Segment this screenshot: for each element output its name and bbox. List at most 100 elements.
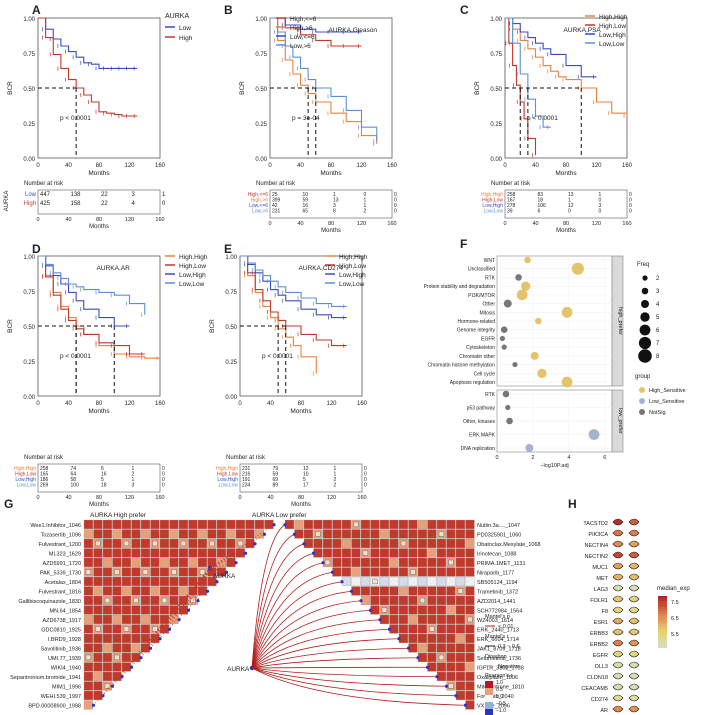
heat-cell <box>207 557 217 568</box>
y-tick-label: 0.75 <box>255 52 267 58</box>
violin-TACSTD2 <box>628 518 640 526</box>
heat-cell <box>436 519 447 530</box>
heat-cell <box>398 576 409 587</box>
legend-title: AURKA,Gleason <box>329 27 378 34</box>
legend-title: AURKA,PSA <box>564 27 602 34</box>
heat-cell <box>216 519 227 530</box>
heat-cell <box>455 595 466 606</box>
heat-cell <box>102 529 113 539</box>
p-value: p < 0.0001 <box>60 353 91 360</box>
km-panel-C: C0.000.250.500.751.000 40 80 120 160BCRMonth… <box>460 3 633 234</box>
heat-cell <box>417 529 428 539</box>
mantel-link <box>102 567 211 696</box>
diag-node <box>234 561 238 565</box>
violin-CEACAM5 <box>612 683 624 691</box>
x-tick-label: 80 <box>96 163 103 169</box>
freq-legend-label: 4 <box>656 302 660 308</box>
colorbar-seg <box>485 695 493 702</box>
risk-value: 191 <box>242 477 251 483</box>
left-drug-label: Fulvestrant_1200 <box>39 542 82 548</box>
heat-cell <box>102 671 113 682</box>
risk-row-label: Low,High <box>482 203 503 209</box>
heat-cell <box>93 519 103 530</box>
heat-cell <box>102 538 113 549</box>
heat-cell <box>446 624 456 634</box>
heat-cell <box>436 595 447 606</box>
mantel-link <box>251 533 295 669</box>
heat-cell <box>322 548 333 558</box>
dot-RTK <box>502 390 510 398</box>
heat-cell <box>169 529 179 539</box>
right-drug-label: VX.11e_2096 <box>477 704 510 710</box>
plot-frame <box>37 255 161 397</box>
colorbar-seg <box>658 609 667 612</box>
heat-cell <box>150 586 160 596</box>
heat-cell <box>351 529 361 539</box>
heat-inner <box>457 588 464 594</box>
risk-table-frame <box>37 463 161 493</box>
heat-inner <box>315 531 321 537</box>
heat-cell <box>408 548 418 558</box>
diag-node <box>321 561 325 565</box>
colorbar-seg <box>658 622 667 625</box>
heat-cell <box>417 633 428 644</box>
risk-x-tick: 120 <box>125 217 134 223</box>
heat-cell <box>150 576 160 587</box>
heat-cell <box>226 529 236 539</box>
gene-label: TACSTD2 <box>583 521 608 527</box>
heat-inner <box>152 540 158 547</box>
mantel-link <box>251 524 286 669</box>
risk-value: 138 <box>71 192 82 198</box>
right-drug-label: Trametinib_1372 <box>477 590 518 596</box>
heat-cell <box>169 538 179 549</box>
legend-label: Low <box>179 25 191 32</box>
colorbar-seg <box>658 614 667 617</box>
heat-cell <box>140 519 151 530</box>
risk-value: 58 <box>71 477 77 483</box>
heat-cell <box>178 529 189 539</box>
colorbar-seg <box>658 637 667 641</box>
heat-cell <box>169 586 179 596</box>
colorbar-seg <box>658 645 667 649</box>
category-label: Other <box>482 302 495 308</box>
heat-cell <box>370 529 380 539</box>
heat-cell <box>169 557 179 568</box>
risk-value: 25 <box>272 192 278 198</box>
heat-cell <box>379 586 390 596</box>
survival-curve-High <box>38 17 138 117</box>
risk-x-label: Months <box>89 502 109 508</box>
heat-cell <box>427 538 437 549</box>
diag-node <box>243 551 248 555</box>
heat-cell <box>140 576 151 587</box>
right-drug-label: PRIMA.1MET_1131 <box>477 561 526 567</box>
risk-value: 269 <box>40 483 49 489</box>
heat-cell <box>207 519 217 530</box>
heat-cell <box>102 557 113 568</box>
risk-value: 16 <box>303 203 309 209</box>
heat-cell <box>455 576 466 587</box>
heat-cell <box>83 548 94 558</box>
heat-cell <box>197 576 208 587</box>
heat-cell <box>93 548 103 558</box>
category-label: Protein stability and degradation <box>424 284 496 290</box>
legend-label: High,>6 <box>290 25 313 32</box>
heat-cell <box>379 557 390 568</box>
legend-title: AURKA,AR <box>97 265 131 272</box>
category-label: Apoptosis regulation <box>450 380 496 386</box>
heat-cell <box>83 700 94 710</box>
heat-cell <box>169 595 179 606</box>
category-label: Hormone-related <box>457 319 495 325</box>
heat-cell <box>93 614 103 625</box>
diag-node <box>148 646 153 650</box>
mantel-link <box>251 571 333 669</box>
diag-node <box>359 599 363 603</box>
heat-cell <box>131 624 141 634</box>
heat-cell <box>455 614 466 625</box>
risk-x-tick: 40 <box>532 221 538 227</box>
heat-cell <box>178 586 189 596</box>
heat-cell <box>140 529 151 539</box>
heat-inner <box>85 569 92 575</box>
heat-cell <box>159 529 170 539</box>
heat-inner <box>448 683 454 689</box>
violin-ESR1 <box>628 617 640 625</box>
